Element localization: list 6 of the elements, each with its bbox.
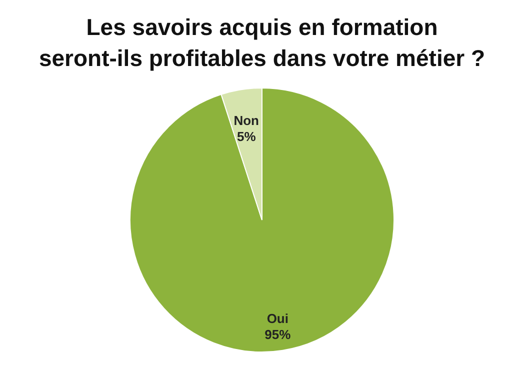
chart-title: Les savoirs acquis en formation seront-ils profitables dans votre métier ? <box>38 14 486 71</box>
data-label: 5% <box>236 129 256 144</box>
pie-slice <box>130 88 394 352</box>
slice-label: Oui <box>266 310 288 326</box>
slice-label: Non <box>234 113 260 128</box>
data-label: 95% <box>264 326 292 342</box>
